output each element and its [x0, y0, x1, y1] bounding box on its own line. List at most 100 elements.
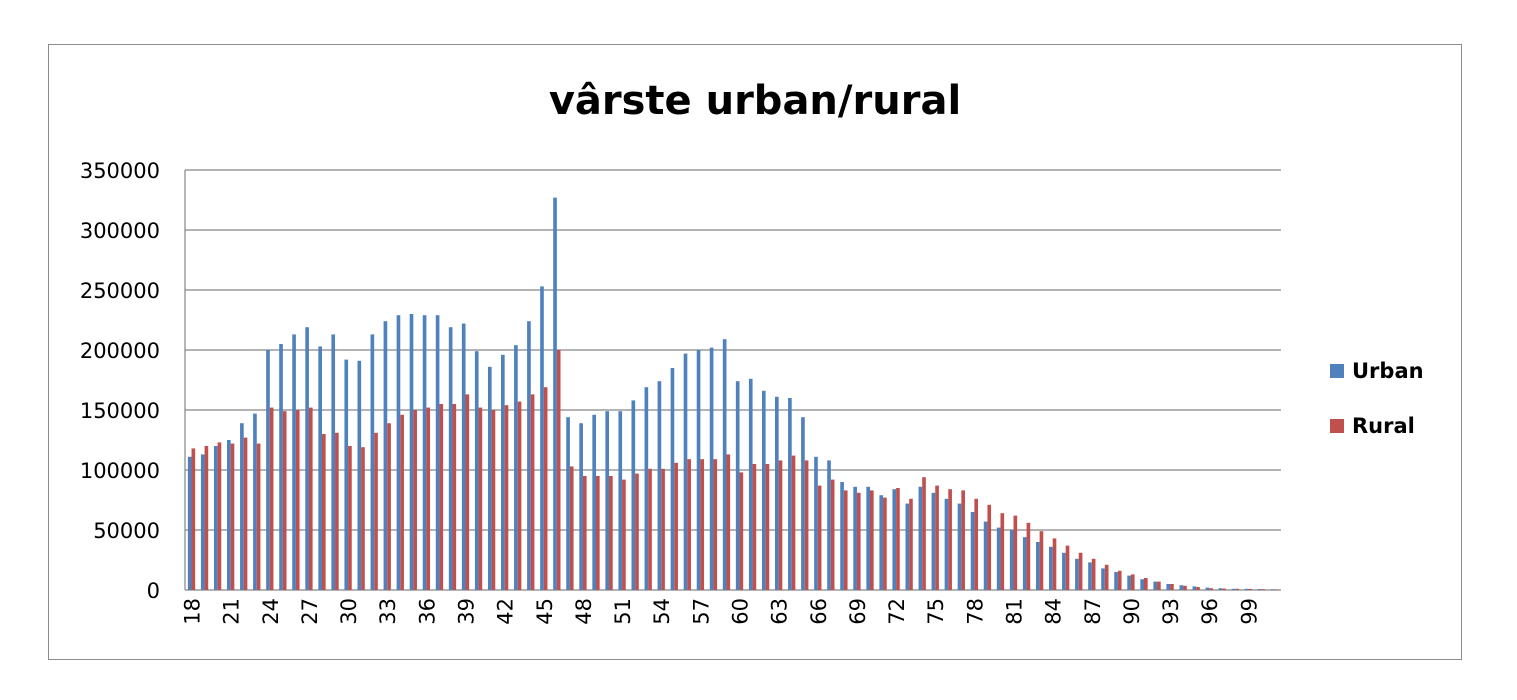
bar-urban	[227, 440, 231, 590]
bar-urban	[461, 323, 466, 590]
bar-rural	[1000, 513, 1005, 590]
bar-urban	[331, 334, 336, 590]
bar-urban	[1205, 587, 1210, 590]
bar-urban	[435, 315, 440, 590]
bar-rural	[1196, 587, 1200, 590]
bar-rural	[1104, 564, 1109, 590]
bar-rural	[387, 423, 391, 590]
x-tick-label: 42	[494, 598, 518, 625]
bar-rural	[1117, 570, 1122, 590]
x-tick-label: 39	[455, 598, 479, 625]
bar-rural	[961, 490, 965, 590]
bar-urban	[1140, 579, 1144, 590]
bar-rural	[335, 432, 339, 590]
bar-urban	[1062, 552, 1066, 590]
x-tick-label: 51	[611, 598, 635, 625]
bar-rural	[791, 455, 796, 590]
bar-urban	[1179, 585, 1184, 590]
bar-urban	[761, 390, 766, 590]
bars	[187, 197, 1279, 590]
bar-rural	[439, 404, 444, 590]
bar-rural	[413, 410, 417, 590]
bar-urban	[1218, 588, 1223, 590]
legend-swatch-rural	[1330, 419, 1344, 433]
bar-urban	[396, 315, 401, 590]
bar-urban	[292, 334, 296, 590]
bar-rural	[674, 462, 678, 590]
bar-urban	[344, 359, 349, 590]
bar-rural	[1130, 574, 1135, 590]
bar-rural	[1235, 588, 1239, 590]
y-tick-label: 350000	[80, 159, 160, 183]
bar-urban	[487, 366, 492, 590]
bar-rural	[1039, 531, 1044, 590]
bar-rural	[661, 468, 665, 590]
x-tick-label: 78	[963, 598, 987, 625]
x-tick-label: 18	[181, 598, 205, 625]
bar-urban	[1192, 586, 1197, 590]
x-axis-tick-labels: 18 21 24 27 30 33 36 39 42 45 48 51 54 57 60 63 66 69 72 75…	[181, 598, 1262, 625]
x-tick-label: 27	[298, 598, 322, 625]
bar-urban	[1075, 558, 1079, 590]
bar-urban	[879, 495, 884, 590]
x-tick-label: 66	[807, 598, 831, 625]
bar-rural	[1013, 515, 1018, 590]
bar-urban	[187, 456, 192, 590]
bar-urban	[709, 347, 714, 590]
bar-urban	[814, 456, 818, 590]
bar-urban	[996, 527, 1001, 590]
x-tick-label: 30	[337, 598, 361, 625]
bar-urban	[592, 414, 596, 590]
bar-urban	[305, 327, 309, 590]
bar-rural	[1052, 538, 1057, 590]
bar-rural	[778, 460, 783, 590]
x-tick-label: 60	[729, 598, 753, 625]
bar-rural	[491, 410, 496, 590]
bar-urban	[370, 334, 375, 590]
bar-rural	[1065, 545, 1070, 590]
bar-rural	[308, 407, 313, 590]
bar-urban	[957, 503, 962, 590]
x-tick-label: 45	[533, 598, 557, 625]
bar-urban	[200, 454, 205, 590]
bar-urban	[801, 417, 805, 590]
bar-urban	[579, 423, 583, 590]
y-tick-label: 100000	[80, 459, 160, 483]
x-tick-label: 36	[415, 598, 439, 625]
bar-urban	[931, 492, 936, 590]
bar-rural	[596, 476, 600, 590]
bar-rural	[713, 459, 718, 590]
bar-rural	[191, 448, 196, 590]
bar-rural	[374, 432, 378, 590]
bar-rural	[909, 498, 913, 590]
bar-urban	[213, 446, 218, 590]
bar-rural	[282, 411, 287, 590]
x-tick-label: 81	[1003, 598, 1027, 625]
bar-urban	[840, 482, 844, 590]
x-tick-label: 63	[768, 598, 792, 625]
bar-rural	[1157, 581, 1161, 590]
bar-urban	[892, 489, 897, 590]
bar-urban	[748, 378, 753, 590]
x-tick-label: 72	[885, 598, 909, 625]
bar-urban	[1035, 542, 1040, 590]
bar-rural	[530, 394, 535, 590]
bar-rural	[1248, 588, 1253, 590]
bar-rural	[295, 410, 300, 590]
bar-rural	[726, 454, 731, 590]
bar-rural	[922, 477, 926, 590]
bar-urban	[696, 350, 701, 590]
bar-rural	[322, 434, 326, 590]
bar-urban	[266, 350, 270, 590]
bar-rural	[1261, 589, 1266, 590]
bar-urban	[631, 400, 636, 590]
bar-rural	[361, 447, 365, 590]
x-tick-label: 48	[572, 598, 596, 625]
bar-rural	[452, 404, 457, 590]
bar-rural	[1026, 522, 1031, 590]
x-tick-label: 93	[1159, 598, 1183, 625]
bar-urban	[422, 315, 427, 590]
bar-rural	[883, 497, 887, 590]
bar-rural	[1144, 578, 1148, 590]
